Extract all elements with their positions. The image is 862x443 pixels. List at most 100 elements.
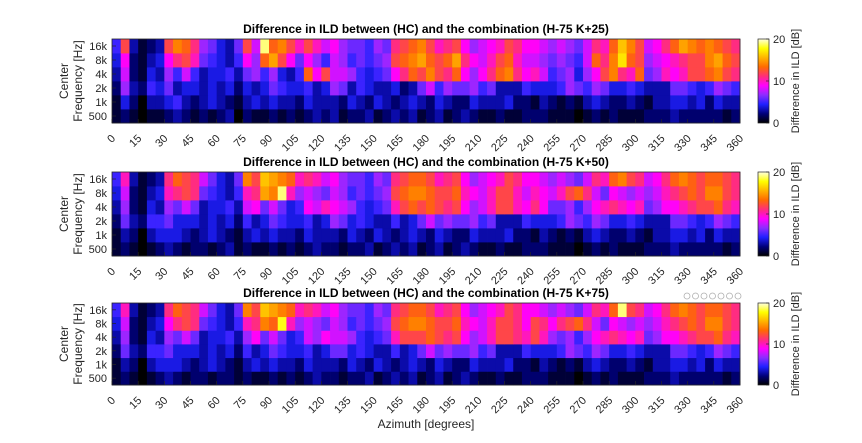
heatmap-cell [303,330,314,345]
heatmap-cell [652,228,662,243]
brush-icon[interactable] [692,292,699,300]
heatmap-cell [487,214,497,229]
heatmap-cell [269,214,279,229]
heatmap-cell [513,330,523,345]
heatmap-cell [661,67,671,82]
heatmap-cell [138,303,148,318]
heatmap-cell [661,371,671,386]
heatmap-cell [513,344,523,359]
heatmap-cell [556,81,566,96]
colorbar: 0 10 20 Difference in ILD [dB] [757,29,802,133]
heatmap-cell [478,67,488,82]
heatmap-cell [644,214,654,229]
y-tick-label: 8k [95,188,107,200]
heatmap-cell [731,186,741,201]
heatmap-cell [548,330,558,345]
heatmap-cell [181,228,191,243]
zoom-out-icon[interactable] [726,292,733,300]
heatmap-cell [495,228,505,243]
heatmap-cell [574,303,584,318]
heatmap-cell [303,344,314,359]
heatmap-cell [199,95,209,110]
heatmap-cell [234,330,244,345]
x-tick-label: 255 [541,133,562,154]
heatmap-cell [347,95,357,110]
heatmap-cell [321,109,331,124]
heatmap-cell [696,200,706,215]
heatmap-cell [199,172,209,187]
heatmap-cell [408,242,418,257]
heatmap-cell [120,186,130,201]
x-tick-label: 120 [306,395,327,416]
heatmap-cell [112,242,122,257]
export-icon[interactable] [683,292,691,300]
heatmap-cell [644,67,654,82]
pan-icon[interactable] [709,292,716,300]
heatmap-cell [112,81,122,96]
heatmap-cell [120,39,130,54]
heatmap-cell [460,344,471,359]
x-tick-label: 240 [515,133,536,154]
x-tick-label: 15 [127,133,144,150]
heatmap-cell [391,53,401,68]
axes-toolbar[interactable] [683,292,742,300]
heatmap-cell [373,109,383,124]
heatmap-cell [199,228,209,243]
heatmap-cell [539,303,549,318]
heatmap-cell [190,357,200,372]
heatmap-cell [391,242,401,257]
heatmap-cell [382,371,392,386]
heatmap-cell [635,316,645,331]
heatmap-cell [600,357,610,372]
heatmap-cell [460,228,471,243]
heatmap-cell [190,242,200,257]
heatmap-cell [504,214,514,229]
heatmap-cell [277,214,287,229]
heatmap-cell [670,344,680,359]
heatmap-cell [635,53,645,68]
heatmap-cell [722,186,732,201]
heatmap-cell [530,186,540,201]
heatmap-cell [731,242,741,257]
heatmap-cell [338,242,348,257]
colorbar-label: Difference in ILD [dB] [790,162,802,266]
heatmap-cell [269,172,279,187]
heatmap-cell [347,200,357,215]
heatmap-cells [112,39,741,124]
heatmap-cell [722,39,732,54]
heatmap-cell [399,95,409,110]
heatmap-cell [504,357,514,372]
heatmap-cell [207,344,218,359]
heatmap-cell [321,81,331,96]
heatmap-cell [408,214,418,229]
heatmap-cell [242,81,252,96]
heatmap-cell [242,228,252,243]
heatmap-cell [251,53,261,68]
heatmap-cell [382,242,392,257]
zoom-in-icon[interactable] [717,292,725,300]
heatmap-cell [469,228,479,243]
heatmap-cell [338,172,348,187]
heatmap-cell [269,242,279,257]
heatmap-cell [617,316,628,331]
heatmap-cell [705,371,715,386]
heatmap-cell [242,303,252,318]
heatmap-cell [617,81,628,96]
heatmap-cell [583,95,593,110]
datatip-icon[interactable] [700,292,708,300]
home-icon[interactable] [734,292,742,300]
heatmap-cell [391,316,401,331]
heatmap-cell [434,172,444,187]
heatmap-cell [574,357,584,372]
heatmap-cell [460,186,471,201]
heatmap-cell [521,67,532,82]
heatmap-cell [251,95,261,110]
heatmap-cell [617,371,628,386]
heatmap-cell [321,53,331,68]
heatmap-cell [155,371,165,386]
heatmap-cell [225,109,235,124]
heatmap-cell [652,371,662,386]
heatmap-cell [591,303,601,318]
heatmap-cell [382,95,392,110]
heatmap-cell [652,53,662,68]
